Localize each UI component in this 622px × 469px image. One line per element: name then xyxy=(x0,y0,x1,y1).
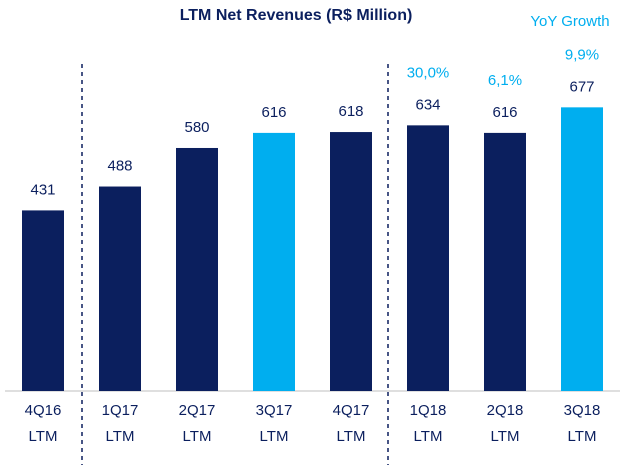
value-label: 616 xyxy=(492,104,517,121)
x-tick-label: 4Q16 xyxy=(25,402,62,419)
x-tick-label: 3Q18 xyxy=(564,402,601,419)
x-tick-label: LTM xyxy=(260,428,289,445)
x-tick-label: LTM xyxy=(106,428,135,445)
x-tick-label: 2Q18 xyxy=(487,402,524,419)
value-label: 488 xyxy=(107,157,132,174)
value-label: 580 xyxy=(184,119,209,136)
x-tick-label: 3Q17 xyxy=(256,402,293,419)
x-tick-label: LTM xyxy=(491,428,520,445)
chart-title: LTM Net Revenues (R$ Million) xyxy=(180,7,413,24)
bar xyxy=(253,132,295,391)
bar xyxy=(176,147,218,391)
bar xyxy=(407,125,449,391)
x-tick-label: LTM xyxy=(29,428,58,445)
bar xyxy=(330,132,372,392)
growth-label: 30,0% xyxy=(407,64,450,81)
bar xyxy=(484,132,526,391)
growth-label: 9,9% xyxy=(565,46,599,63)
value-label: 677 xyxy=(569,78,594,95)
x-tick-label: 4Q17 xyxy=(333,402,370,419)
growth-label: 6,1% xyxy=(488,72,522,89)
value-label: 616 xyxy=(261,104,286,121)
x-tick-label: LTM xyxy=(414,428,443,445)
x-tick-label: LTM xyxy=(568,428,597,445)
value-label: 634 xyxy=(415,96,440,113)
x-tick-label: 2Q17 xyxy=(179,402,216,419)
bar xyxy=(99,186,141,391)
bar xyxy=(561,107,603,391)
x-tick-label: LTM xyxy=(183,428,212,445)
bar xyxy=(22,210,64,391)
x-tick-label: 1Q17 xyxy=(102,402,139,419)
growth-title: YoY Growth xyxy=(530,13,609,30)
value-label: 618 xyxy=(338,103,363,120)
x-tick-label: 1Q18 xyxy=(410,402,447,419)
x-tick-label: LTM xyxy=(337,428,366,445)
value-label: 431 xyxy=(30,181,55,198)
